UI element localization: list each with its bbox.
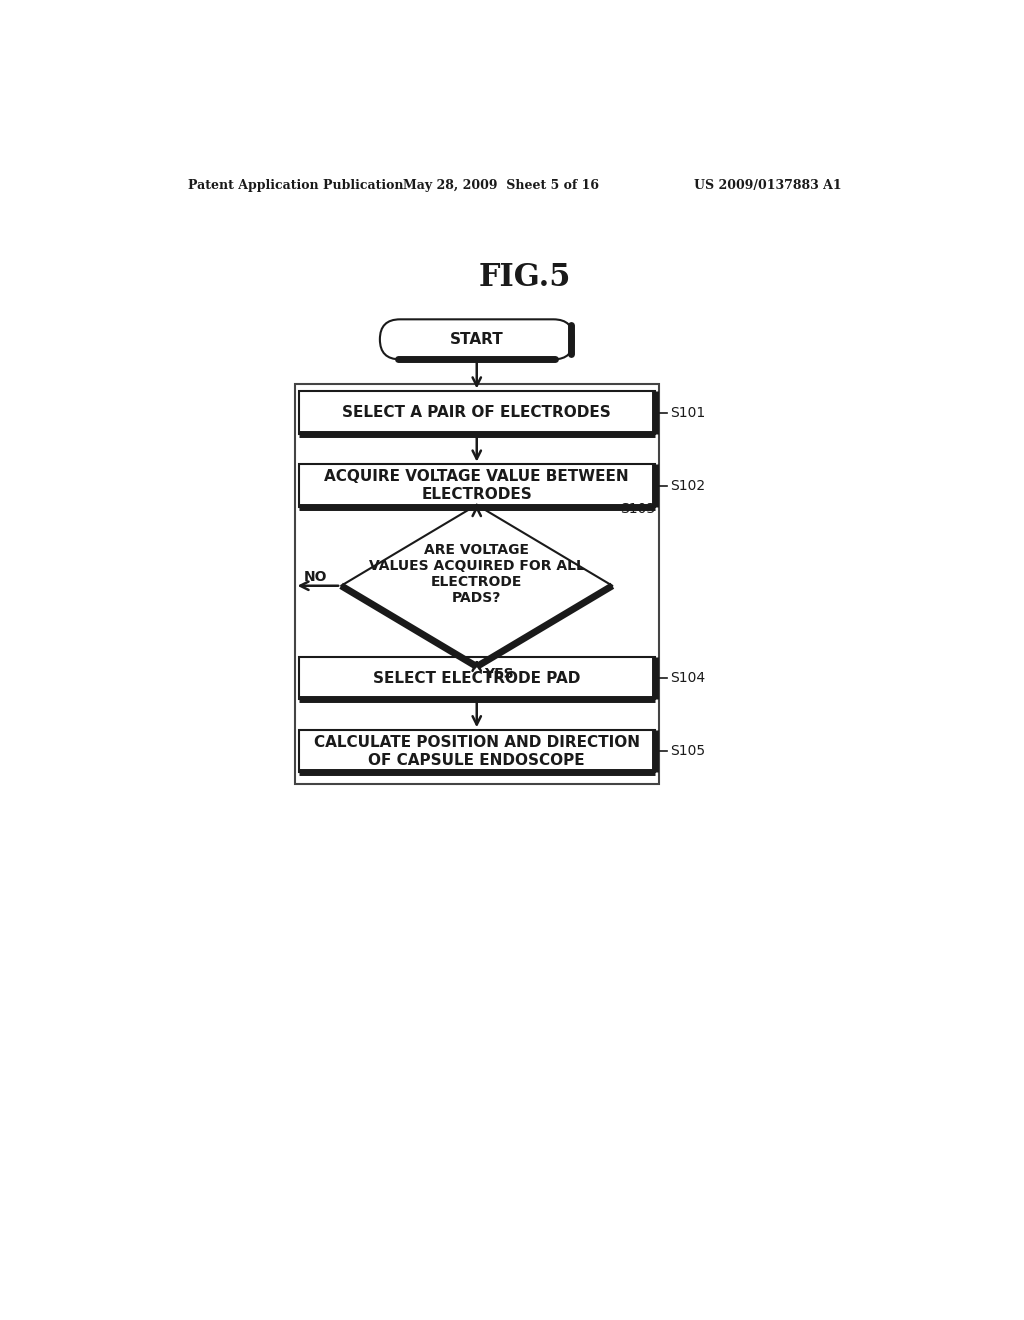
FancyBboxPatch shape (299, 657, 655, 700)
Text: May 28, 2009  Sheet 5 of 16: May 28, 2009 Sheet 5 of 16 (403, 178, 599, 191)
FancyBboxPatch shape (380, 319, 573, 359)
Text: S105: S105 (671, 744, 706, 758)
Text: S103: S103 (621, 502, 655, 516)
Text: FIG.5: FIG.5 (478, 263, 571, 293)
FancyBboxPatch shape (299, 465, 655, 507)
Text: S102: S102 (671, 479, 706, 492)
Text: SELECT ELECTRODE PAD: SELECT ELECTRODE PAD (373, 671, 581, 685)
Text: NO: NO (304, 569, 328, 583)
Text: S104: S104 (671, 671, 706, 685)
FancyBboxPatch shape (299, 391, 655, 434)
Text: ACQUIRE VOLTAGE VALUE BETWEEN
ELECTRODES: ACQUIRE VOLTAGE VALUE BETWEEN ELECTRODES (325, 470, 629, 502)
Text: ARE VOLTAGE
VALUES ACQUIRED FOR ALL
ELECTRODE
PADS?: ARE VOLTAGE VALUES ACQUIRED FOR ALL ELEC… (369, 543, 585, 606)
Text: SELECT A PAIR OF ELECTRODES: SELECT A PAIR OF ELECTRODES (342, 405, 611, 420)
Text: START: START (450, 331, 504, 347)
Text: Patent Application Publication: Patent Application Publication (188, 178, 403, 191)
FancyBboxPatch shape (299, 730, 655, 772)
Text: S101: S101 (671, 405, 706, 420)
Text: CALCULATE POSITION AND DIRECTION
OF CAPSULE ENDOSCOPE: CALCULATE POSITION AND DIRECTION OF CAPS… (313, 735, 640, 767)
Text: YES: YES (484, 667, 514, 681)
Polygon shape (341, 506, 612, 667)
Text: US 2009/0137883 A1: US 2009/0137883 A1 (693, 178, 842, 191)
